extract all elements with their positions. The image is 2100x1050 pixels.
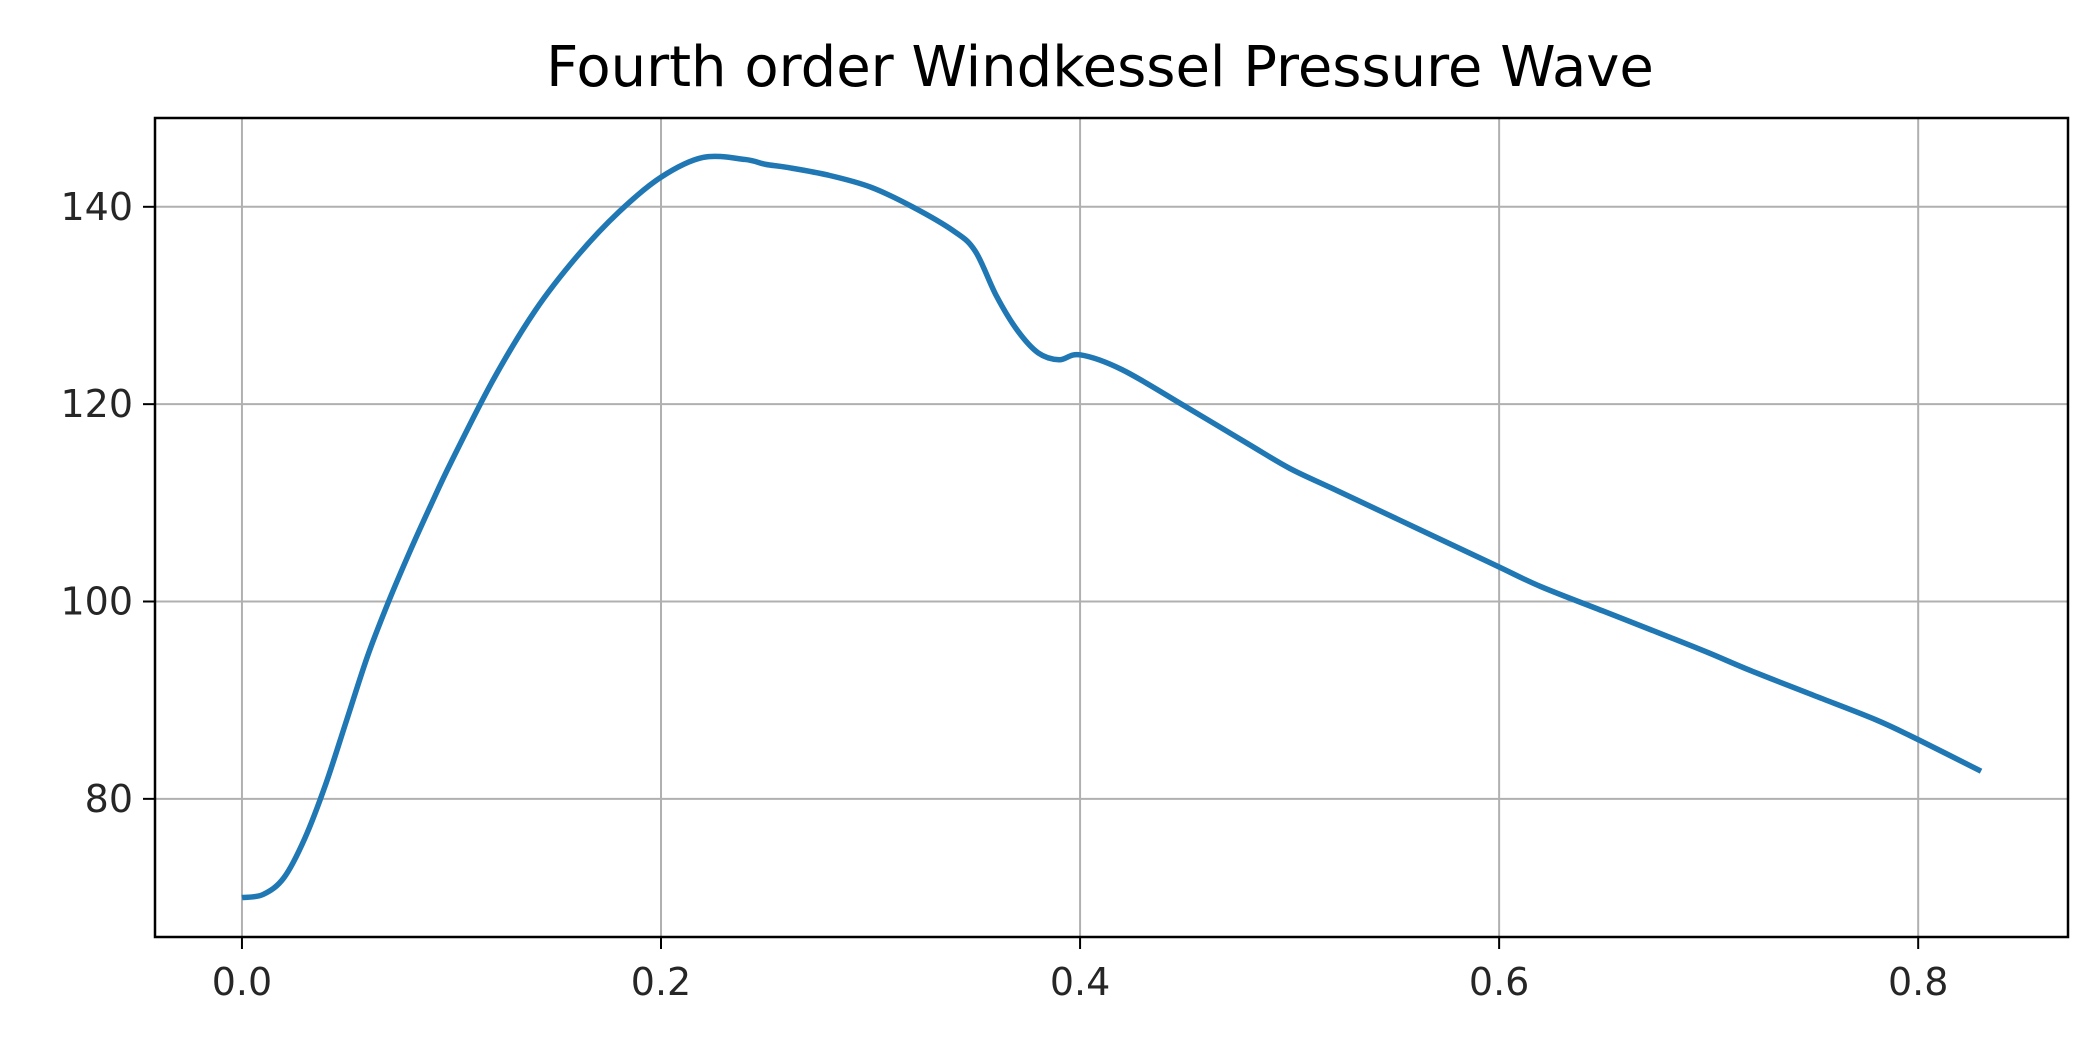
x-tick-label: 0.0	[212, 960, 272, 1004]
y-tick-label: 140	[60, 185, 133, 229]
plot-area-frame	[153, 116, 2070, 939]
y-tick-label: 80	[85, 777, 133, 821]
grid-lines	[155, 118, 2068, 937]
x-tick-label: 0.8	[1888, 960, 1948, 1004]
pressure-wave-line	[241, 153, 1983, 901]
tick-labels: 0.0 0.2 0.4 0.6 0.8 80 100 120 140	[60, 185, 1948, 1004]
series-layer	[241, 153, 1983, 901]
axis-ticks	[143, 205, 1920, 949]
x-tick-label: 0.6	[1469, 960, 1529, 1004]
x-tick-label: 0.2	[631, 960, 691, 1004]
chart-title: Fourth order Windkessel Pressure Wave	[546, 35, 1654, 100]
y-tick-label: 100	[60, 580, 133, 624]
y-tick-label: 120	[60, 382, 133, 426]
x-tick-label: 0.4	[1050, 960, 1110, 1004]
